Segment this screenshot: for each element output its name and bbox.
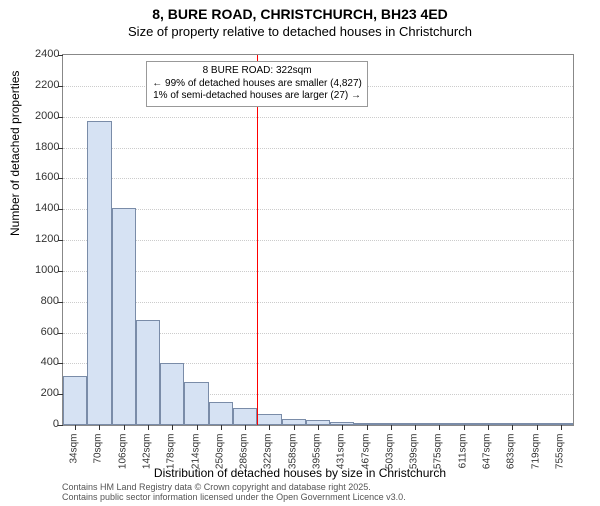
ytick-label: 2200 bbox=[35, 79, 59, 91]
xtick-mark bbox=[561, 425, 562, 430]
xtick-label: 178sqm bbox=[166, 434, 177, 484]
histogram-bar bbox=[233, 408, 257, 425]
ytick-label: 1800 bbox=[35, 141, 59, 153]
xtick-mark bbox=[318, 425, 319, 430]
gridline bbox=[63, 148, 573, 149]
xtick-label: 683sqm bbox=[506, 434, 517, 484]
property-marker-line bbox=[257, 55, 258, 425]
xtick-label: 611sqm bbox=[457, 434, 468, 484]
xtick-label: 755sqm bbox=[554, 434, 565, 484]
xtick-mark bbox=[391, 425, 392, 430]
histogram-bar bbox=[136, 320, 160, 425]
histogram-bar bbox=[160, 363, 184, 425]
xtick-label: 286sqm bbox=[239, 434, 250, 484]
xtick-label: 358sqm bbox=[287, 434, 298, 484]
histogram-bar bbox=[112, 208, 136, 425]
annotation-line2: ← 99% of detached houses are smaller (4,… bbox=[152, 78, 362, 91]
ytick-label: 1200 bbox=[35, 233, 59, 245]
chart-title-line1: 8, BURE ROAD, CHRISTCHURCH, BH23 4ED bbox=[0, 6, 600, 22]
ytick-label: 400 bbox=[35, 356, 59, 368]
xtick-mark bbox=[124, 425, 125, 430]
xtick-label: 575sqm bbox=[433, 434, 444, 484]
xtick-label: 322sqm bbox=[263, 434, 274, 484]
xtick-label: 503sqm bbox=[384, 434, 395, 484]
xtick-mark bbox=[99, 425, 100, 430]
ytick-label: 1000 bbox=[35, 264, 59, 276]
xtick-label: 647sqm bbox=[482, 434, 493, 484]
gridline bbox=[63, 117, 573, 118]
xtick-label: 142sqm bbox=[142, 434, 153, 484]
xtick-label: 395sqm bbox=[312, 434, 323, 484]
histogram-bar bbox=[63, 376, 87, 425]
xtick-mark bbox=[172, 425, 173, 430]
histogram-bar bbox=[184, 382, 208, 425]
xtick-mark bbox=[439, 425, 440, 430]
ytick-label: 200 bbox=[35, 387, 59, 399]
xtick-mark bbox=[367, 425, 368, 430]
histogram-bar bbox=[257, 414, 281, 425]
gridline bbox=[63, 209, 573, 210]
ytick-label: 800 bbox=[35, 295, 59, 307]
histogram-bar bbox=[87, 121, 111, 425]
footer-line2: Contains public sector information licen… bbox=[62, 492, 406, 502]
xtick-mark bbox=[294, 425, 295, 430]
chart-title-line2: Size of property relative to detached ho… bbox=[0, 24, 600, 39]
annotation-box: 8 BURE ROAD: 322sqm← 99% of detached hou… bbox=[146, 61, 368, 107]
xtick-mark bbox=[221, 425, 222, 430]
ytick-label: 0 bbox=[35, 418, 59, 430]
annotation-line1: 8 BURE ROAD: 322sqm bbox=[152, 65, 362, 78]
xtick-mark bbox=[197, 425, 198, 430]
ytick-label: 2400 bbox=[35, 48, 59, 60]
y-axis-label: Number of detached properties bbox=[8, 71, 22, 236]
annotation-line3: 1% of semi-detached houses are larger (2… bbox=[152, 90, 362, 103]
gridline bbox=[63, 302, 573, 303]
xtick-label: 214sqm bbox=[190, 434, 201, 484]
gridline bbox=[63, 240, 573, 241]
xtick-label: 250sqm bbox=[214, 434, 225, 484]
ytick-label: 2000 bbox=[35, 110, 59, 122]
xtick-mark bbox=[245, 425, 246, 430]
ytick-label: 600 bbox=[35, 326, 59, 338]
xtick-label: 106sqm bbox=[117, 434, 128, 484]
ytick-label: 1400 bbox=[35, 202, 59, 214]
xtick-label: 467sqm bbox=[360, 434, 371, 484]
gridline bbox=[63, 271, 573, 272]
xtick-mark bbox=[415, 425, 416, 430]
xtick-label: 34sqm bbox=[69, 434, 80, 484]
xtick-mark bbox=[464, 425, 465, 430]
xtick-mark bbox=[342, 425, 343, 430]
xtick-mark bbox=[75, 425, 76, 430]
xtick-mark bbox=[148, 425, 149, 430]
xtick-mark bbox=[269, 425, 270, 430]
xtick-label: 539sqm bbox=[409, 434, 420, 484]
histogram-bar bbox=[209, 402, 233, 425]
ytick-label: 1600 bbox=[35, 171, 59, 183]
xtick-label: 719sqm bbox=[530, 434, 541, 484]
xtick-mark bbox=[537, 425, 538, 430]
xtick-label: 70sqm bbox=[93, 434, 104, 484]
xtick-mark bbox=[488, 425, 489, 430]
chart-plot-area: 8 BURE ROAD: 322sqm← 99% of detached hou… bbox=[62, 54, 574, 426]
xtick-mark bbox=[512, 425, 513, 430]
xtick-label: 431sqm bbox=[336, 434, 347, 484]
footer-line1: Contains HM Land Registry data © Crown c… bbox=[62, 482, 406, 492]
gridline bbox=[63, 178, 573, 179]
